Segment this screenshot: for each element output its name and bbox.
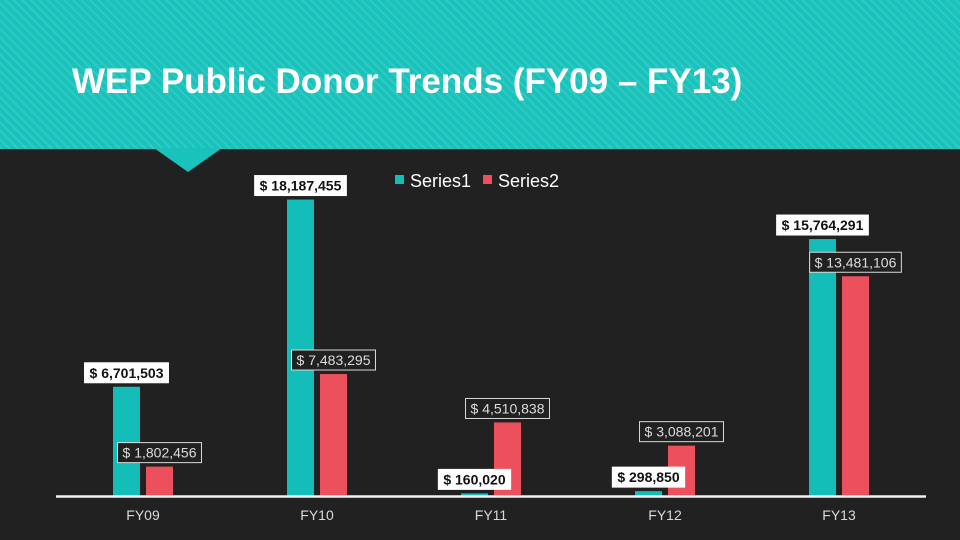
- data-label-box-series1-fy10: [254, 175, 347, 197]
- legend-swatch-series2: [483, 175, 493, 184]
- data-label-box-series1-fy11: [437, 468, 512, 490]
- data-label-series2-fy09: $ 1,802,456: [123, 445, 197, 461]
- slide-title: WEP Public Donor Trends (FY09 – FY13): [72, 62, 743, 101]
- data-label-box-series2-fy12: [639, 421, 724, 443]
- bar-series2-fy13: [842, 276, 869, 496]
- data-label-series1-fy12: $ 298,850: [617, 469, 679, 485]
- x-tick-label-fy12: FY12: [648, 507, 682, 523]
- bar-series2-fy10: [320, 374, 347, 496]
- data-label-series2-fy13: $ 13,481,106: [815, 254, 897, 270]
- bar-series1-fy11: [461, 493, 488, 496]
- data-label-box-series2-fy10: [291, 349, 376, 371]
- title-banner-pointer: [154, 148, 222, 172]
- data-label-series1-fy11: $ 160,020: [443, 471, 505, 487]
- data-label-series1-fy10: $ 18,187,455: [260, 178, 342, 194]
- data-label-box-series1-fy12: [611, 466, 686, 488]
- bar-series2-fy09: [146, 466, 173, 496]
- x-tick-label-fy09: FY09: [126, 507, 160, 523]
- data-label-box-series2-fy11: [465, 397, 550, 419]
- x-tick-label-fy13: FY13: [822, 507, 856, 523]
- title-banner: [0, 0, 960, 149]
- data-label-series2-fy11: $ 4,510,838: [471, 400, 545, 416]
- legend-label-series1: Series1: [410, 171, 471, 191]
- x-tick-label-fy10: FY10: [300, 507, 334, 523]
- bar-series1-fy13: [809, 239, 836, 496]
- data-label-box-series2-fy13: [809, 251, 902, 273]
- data-label-series1-fy09: $ 6,701,503: [90, 365, 164, 381]
- legend-label-series2: Series2: [498, 171, 559, 191]
- bar-series1-fy10: [287, 199, 314, 496]
- data-label-series2-fy10: $ 7,483,295: [297, 352, 371, 368]
- data-label-series1-fy13: $ 15,764,291: [782, 217, 864, 233]
- bar-series1-fy09: [113, 386, 140, 496]
- data-label-box-series2-fy09: [117, 442, 202, 464]
- data-label-box-series1-fy09: [84, 362, 169, 384]
- x-tick-label-fy11: FY11: [475, 507, 508, 523]
- bar-series1-fy12: [635, 491, 662, 496]
- data-label-box-series1-fy13: [776, 214, 869, 236]
- data-label-series2-fy12: $ 3,088,201: [645, 424, 719, 440]
- legend-swatch-series1: [395, 175, 404, 184]
